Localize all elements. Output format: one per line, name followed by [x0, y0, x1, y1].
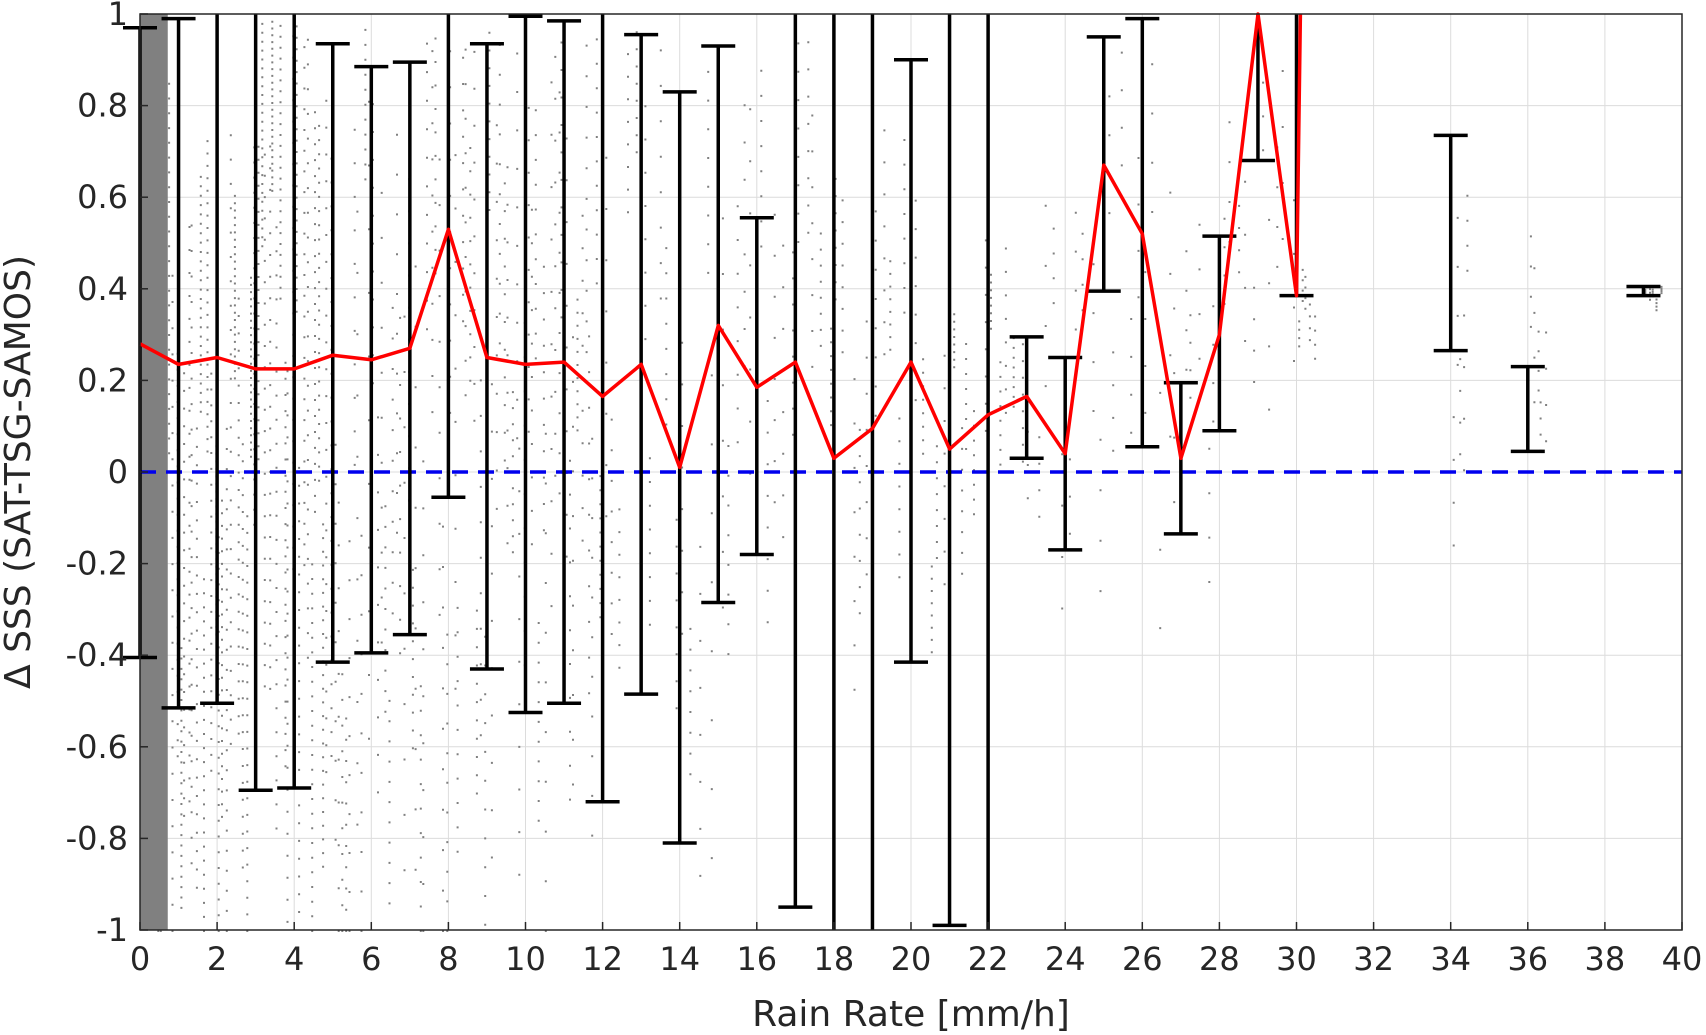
mean-line-path — [139, 12, 1303, 470]
y-tick-label: 0.8 — [77, 87, 128, 125]
x-tick-label: 14 — [659, 940, 700, 978]
y-tick-label: -0.8 — [66, 819, 128, 857]
x-axis: 0 2 4 6 8 10 12 14 16 18 20 22 24 26 28 30 32 34 36 38 40 — [130, 922, 1703, 978]
error-bar — [1240, 14, 1275, 163]
y-tick-label: 1 — [108, 0, 128, 33]
x-tick-label: 26 — [1122, 940, 1163, 978]
scatter-point-group — [565, 38, 602, 837]
x-tick-label: 6 — [361, 940, 381, 978]
x-tick-label: 40 — [1662, 940, 1703, 978]
scatter-point-group — [217, 134, 256, 932]
x-tick-label: 36 — [1507, 940, 1548, 978]
x-tick-label: 38 — [1585, 940, 1626, 978]
error-bar — [1433, 133, 1468, 353]
x-tick-label: 20 — [891, 940, 932, 978]
x-tick-label: 18 — [814, 940, 855, 978]
error-bar — [277, 14, 312, 790]
scatter-point-group — [1644, 285, 1663, 312]
y-tick-label: 0 — [108, 453, 128, 491]
x-tick-label: 12 — [582, 940, 623, 978]
y-tick-label: -0.4 — [66, 636, 128, 674]
y-tick-label: -1 — [96, 911, 128, 949]
x-tick-label: 22 — [968, 940, 1009, 978]
error-bar — [932, 14, 967, 928]
y-axis-title: Δ SSS (SAT-TSG-SAMOS) — [0, 255, 39, 689]
x-tick-label: 24 — [1045, 940, 1086, 978]
scatter-point-group — [295, 25, 333, 932]
y-axis: -1 -0.8 -0.6 -0.4 -0.2 0 0.2 0.4 0.6 0.8 1 — [66, 0, 148, 949]
scatter-point-group — [953, 239, 987, 575]
x-tick-label: 30 — [1276, 940, 1317, 978]
error-bar — [1510, 364, 1545, 454]
y-tick-label: 0.2 — [77, 361, 128, 399]
y-tick-label: 0.6 — [77, 178, 128, 216]
x-tick-label: 10 — [505, 940, 546, 978]
x-tick-label: 2 — [207, 940, 227, 978]
error-bar — [1626, 284, 1661, 298]
x-tick-label: 16 — [736, 940, 777, 978]
y-tick-label: -0.6 — [66, 728, 128, 766]
x-tick-label: 0 — [130, 940, 150, 978]
x-axis-title: Rain Rate [mm/h] — [752, 994, 1070, 1035]
error-bar — [315, 42, 350, 664]
x-tick-label: 28 — [1199, 940, 1240, 978]
mean-line — [139, 12, 1303, 470]
x-tick-label: 34 — [1430, 940, 1471, 978]
error-bar — [778, 14, 813, 909]
error-bar — [238, 14, 273, 793]
x-tick-label: 32 — [1353, 940, 1394, 978]
error-bar — [585, 14, 620, 804]
x-tick-label: 8 — [438, 940, 458, 978]
y-tick-label: -0.2 — [66, 545, 128, 583]
scatter-point-group — [449, 48, 487, 926]
x-tick-label: 4 — [284, 940, 304, 978]
error-bar — [431, 14, 466, 499]
y-tick-label: 0.4 — [77, 270, 128, 308]
